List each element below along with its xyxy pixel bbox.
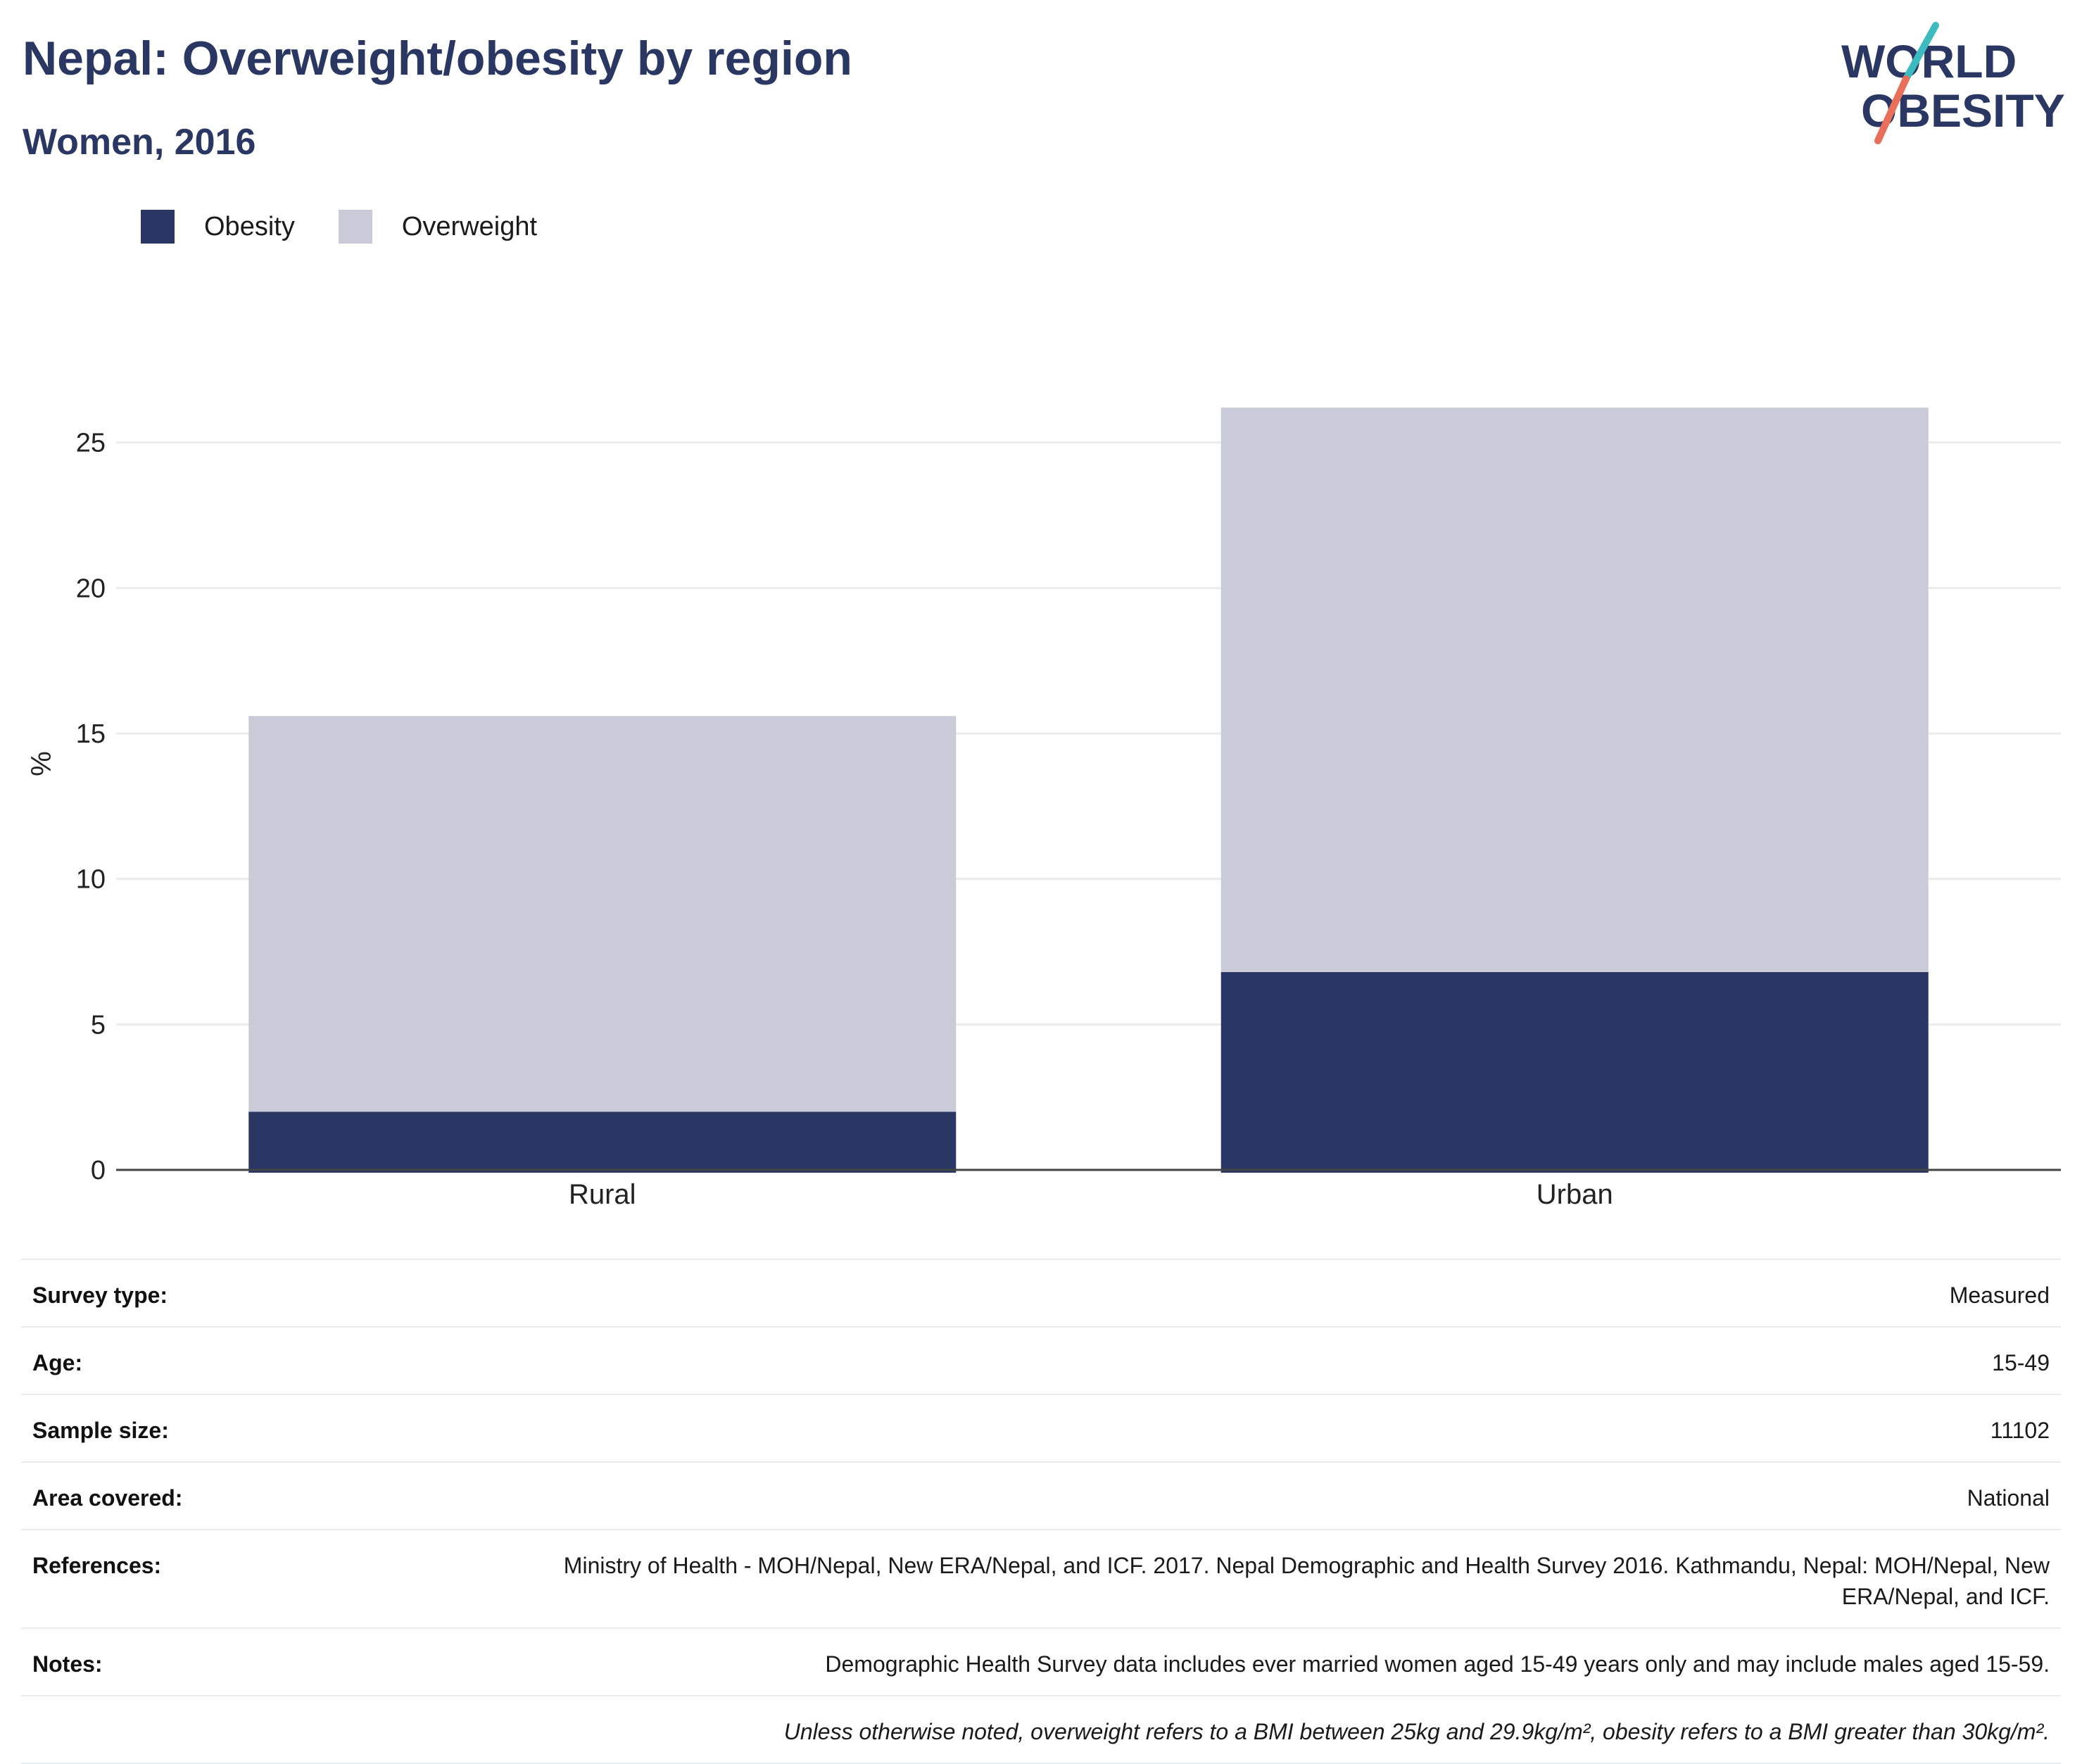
info-label: Survey type:: [32, 1283, 168, 1308]
legend-label-obesity: Obesity: [204, 211, 295, 241]
info-row-sample-size: Sample size: 11102: [21, 1395, 2061, 1463]
logo-slash-teal: [1903, 22, 1939, 82]
info-row-references: References: Ministry of Health - MOH/Nep…: [21, 1530, 2061, 1629]
world-obesity-logo: WORLD OBESITY: [1841, 22, 2065, 144]
bar-obesity-urban: [1220, 971, 1929, 1173]
x-tick-label-urban: Urban: [1537, 1179, 1613, 1210]
info-value: National: [1967, 1485, 2050, 1511]
chart-title: Nepal: Overweight/obesity by region: [23, 32, 852, 85]
info-row-area-covered: Area covered: National: [21, 1463, 2061, 1530]
info-label: References:: [32, 1553, 162, 1578]
survey-info-table: Survey type: Measured Age: 15-49 Sample …: [21, 1259, 2061, 1764]
y-tick-label: 20: [76, 574, 106, 603]
info-row-survey-type: Survey type: Measured: [21, 1260, 2061, 1328]
info-row-notes: Notes: Demographic Health Survey data in…: [21, 1629, 2061, 1696]
x-tick-label-rural: Rural: [569, 1179, 636, 1210]
info-label: Sample size:: [32, 1418, 169, 1443]
bar-obesity-rural: [248, 1111, 957, 1173]
bar-overweight-rural: [248, 716, 957, 1112]
legend-item-overweight[interactable]: Overweight: [338, 210, 538, 244]
info-row-footnote: Unless otherwise noted, overweight refer…: [21, 1696, 2061, 1764]
legend-swatch-overweight: [338, 210, 372, 244]
info-value: 11102: [1990, 1418, 2050, 1443]
bar-chart: 0 5 10 15 20 25% Rural Urban: [26, 408, 2061, 1210]
info-value: Measured: [1949, 1283, 2050, 1308]
bar-overweight-urban: [1220, 408, 1929, 972]
info-value: 15-49: [1992, 1350, 2050, 1375]
info-row-age: Age: 15-49: [21, 1328, 2061, 1395]
chart-subtitle: Women, 2016: [23, 122, 256, 163]
info-value: Ministry of Health - MOH/Nepal, New ERA/…: [563, 1553, 2050, 1609]
info-value: Demographic Health Survey data includes …: [825, 1651, 2050, 1677]
legend: Obesity Overweight: [141, 210, 581, 244]
bmi-footnote: Unless otherwise noted, overweight refer…: [783, 1719, 2050, 1744]
y-tick-label: 5: [91, 1010, 106, 1040]
y-tick-label: 25: [76, 429, 106, 458]
y-tick-label: 10: [76, 865, 106, 895]
legend-label-overweight: Overweight: [401, 211, 538, 241]
logo-slash-coral: [1874, 75, 1910, 144]
info-label: Age:: [32, 1350, 83, 1375]
info-label: Area covered:: [32, 1485, 183, 1511]
info-label: Notes:: [32, 1651, 103, 1677]
legend-swatch-obesity: [141, 210, 175, 244]
legend-item-obesity[interactable]: Obesity: [141, 210, 295, 244]
y-tick-label: 0: [91, 1156, 106, 1185]
y-axis-label: %: [26, 751, 57, 776]
y-tick-label: 15: [76, 719, 106, 749]
